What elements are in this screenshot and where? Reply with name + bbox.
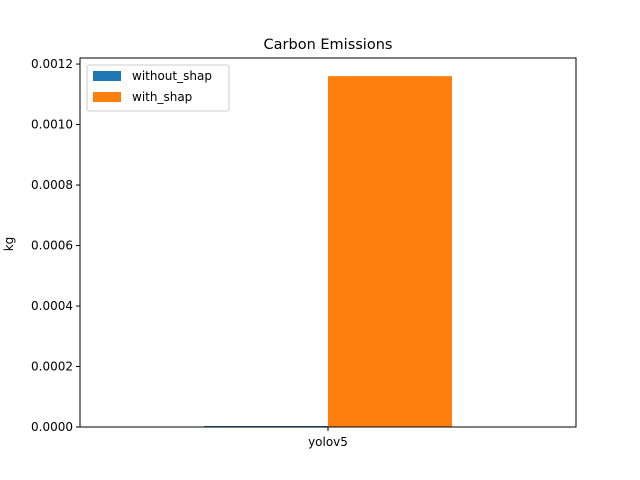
- y-tick-label: 0.0010: [31, 118, 73, 132]
- y-tick-label: 0.0000: [31, 420, 73, 434]
- y-tick-label: 0.0012: [31, 57, 73, 71]
- legend-label-with-shap: with_shap: [132, 90, 192, 104]
- legend-box: [86, 64, 230, 112]
- y-axis-label: kg: [2, 237, 16, 252]
- legend-label-without-shap: without_shap: [132, 69, 212, 83]
- y-tick-label: 0.0006: [31, 239, 73, 253]
- y-ticks-group: 0.0000 0.0002 0.0004 0.0006 0.0008 0.0010 0.00…: [31, 57, 80, 434]
- bars-group: [204, 76, 452, 428]
- x-tick-label: yolov5: [308, 435, 348, 449]
- x-ticks-group: yolov5: [308, 427, 348, 449]
- plot-frame: [79, 57, 577, 428]
- chart-title: Carbon Emissions: [264, 37, 393, 53]
- bar-with-shap-yolov5: [328, 76, 452, 428]
- y-tick-label: 0.0004: [31, 299, 73, 313]
- legend-swatch-without-shap: [93, 71, 121, 81]
- legend: without_shap with_shap: [86, 64, 230, 112]
- legend-swatch-with-shap: [93, 92, 121, 102]
- y-tick-label: 0.0008: [31, 178, 73, 192]
- y-tick-label: 0.0002: [31, 360, 73, 374]
